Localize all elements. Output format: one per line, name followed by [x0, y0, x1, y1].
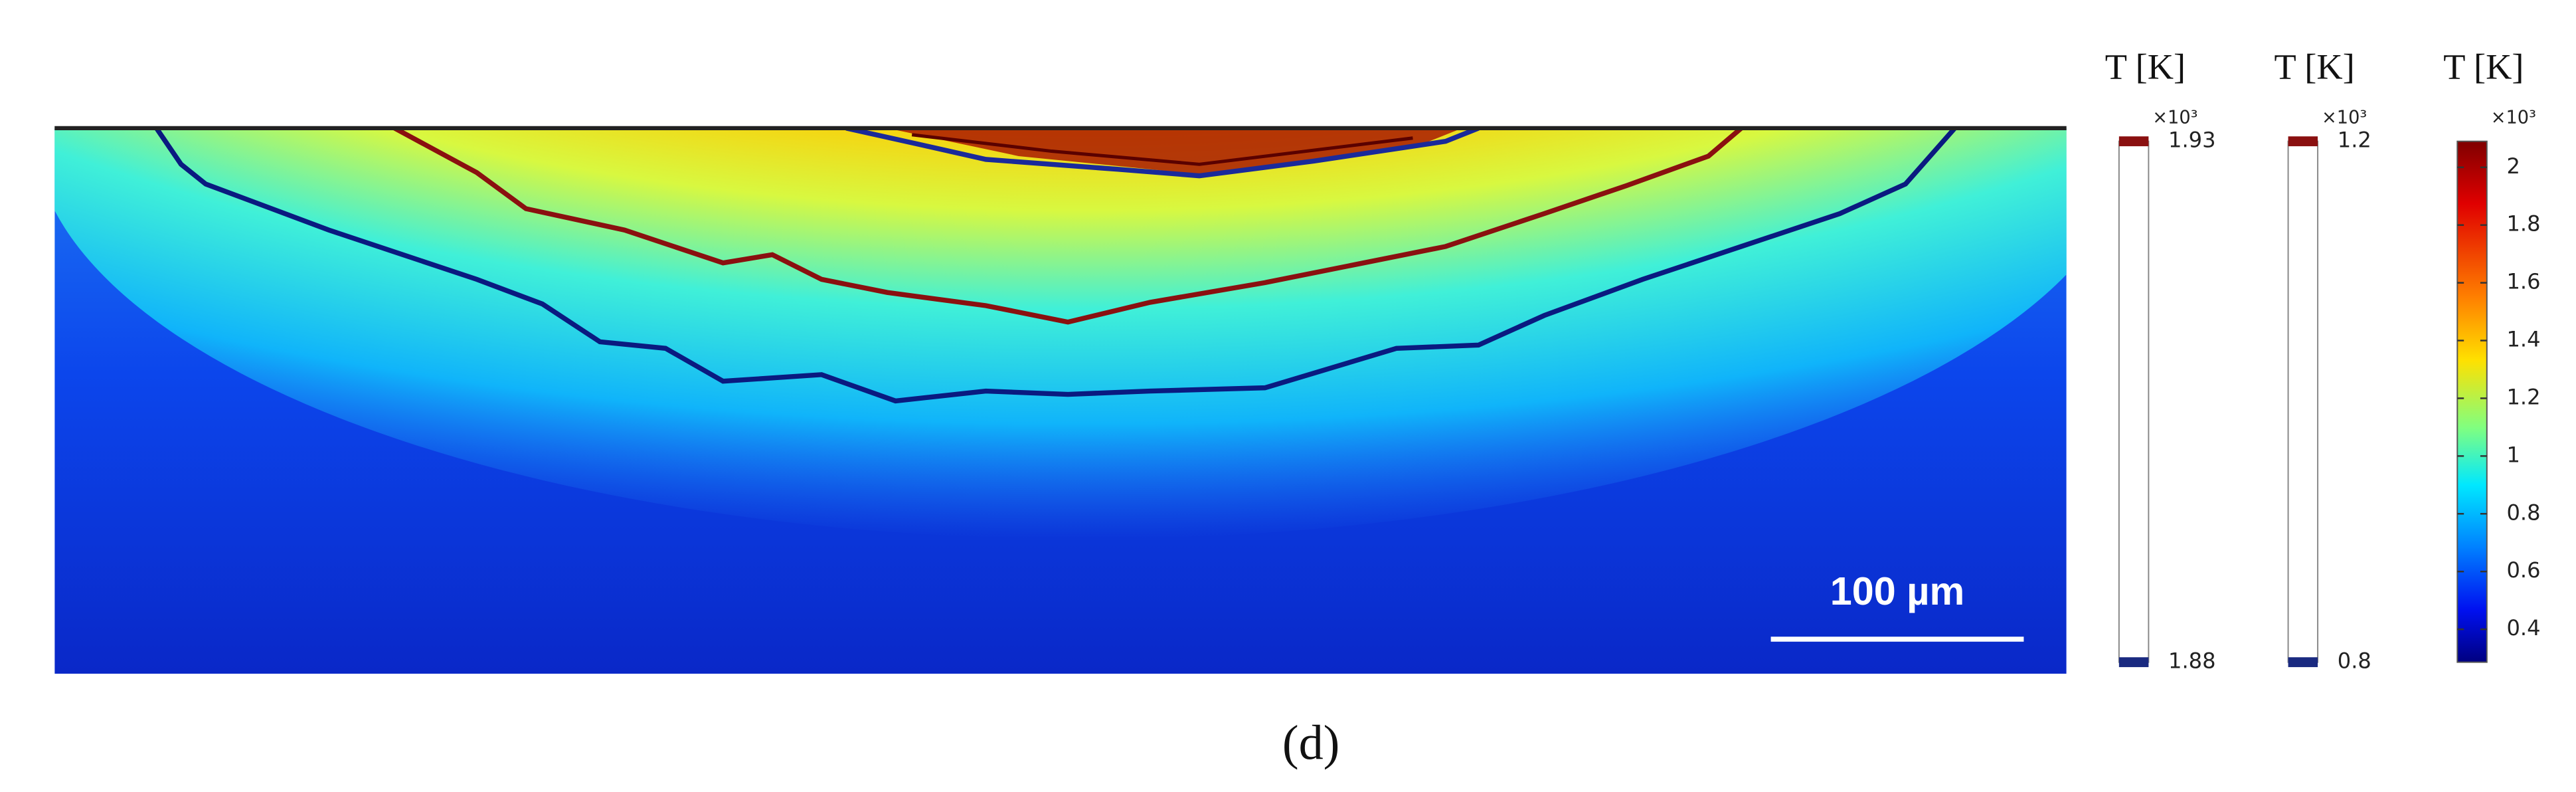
tick-label: 1.88	[2168, 648, 2216, 674]
tick-label: 1.6	[2506, 269, 2540, 294]
tick-label: 1.8	[2506, 211, 2540, 237]
colorbar-multiplier: ×10³	[2322, 107, 2367, 128]
tick-label: 1.2	[2506, 384, 2540, 409]
tick-label: 0.6	[2506, 557, 2540, 583]
contour-level	[2288, 136, 2318, 147]
contour-1200	[393, 128, 1743, 325]
contour-level	[2118, 136, 2149, 147]
colorbar-multiplier: ×10³	[2152, 107, 2197, 128]
colorbar	[2287, 140, 2319, 663]
contour-level	[2288, 657, 2318, 668]
colorbar-title: T [K]	[2105, 47, 2186, 87]
tick-label: 0.8	[2506, 500, 2540, 525]
tick-label: 2	[2506, 153, 2520, 179]
contour-level	[2118, 657, 2149, 668]
colorbar-title: T [K]	[2274, 47, 2354, 87]
contour-1930	[911, 133, 1413, 166]
colorbar-multiplier: ×10³	[2491, 107, 2536, 128]
tick-label: 1.93	[2168, 128, 2216, 153]
melt-pool	[887, 128, 1462, 175]
scale-bar-label: 100 µm	[1830, 569, 1964, 613]
tick-label: 1.4	[2506, 327, 2540, 352]
tick-label: 0.8	[2338, 648, 2371, 674]
tick-label: 1.2	[2338, 128, 2371, 153]
colorbar	[2456, 140, 2488, 663]
colorbar	[2118, 140, 2150, 663]
contour-1880	[845, 128, 1480, 179]
colorbar-title: T [K]	[2443, 47, 2524, 87]
temperature-field	[54, 128, 2067, 674]
hot-zone	[54, 128, 2067, 539]
tick-label: 0.4	[2506, 615, 2540, 641]
panel-label: (d)	[1282, 716, 1340, 771]
tick-label: 1	[2506, 442, 2520, 467]
contour-800	[154, 128, 1957, 404]
